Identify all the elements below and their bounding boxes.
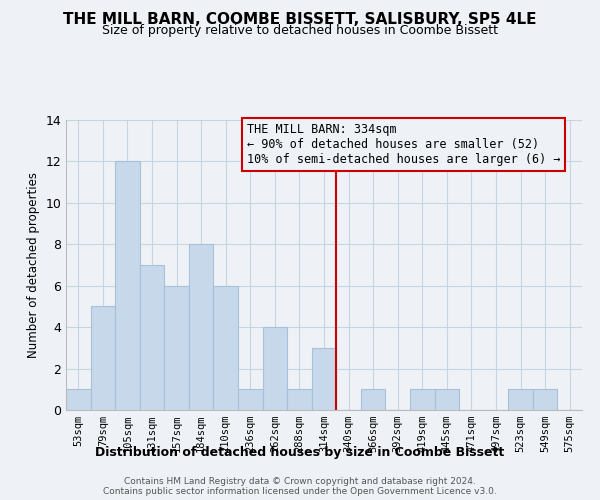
Bar	[66, 390, 91, 410]
Bar	[434, 390, 459, 410]
Bar	[287, 390, 312, 410]
Bar	[115, 162, 140, 410]
Bar	[508, 390, 533, 410]
Bar	[214, 286, 238, 410]
Text: Distribution of detached houses by size in Coombe Bissett: Distribution of detached houses by size …	[95, 446, 505, 459]
Text: THE MILL BARN: 334sqm
← 90% of detached houses are smaller (52)
10% of semi-deta: THE MILL BARN: 334sqm ← 90% of detached …	[247, 123, 560, 166]
Bar	[140, 265, 164, 410]
Bar	[533, 390, 557, 410]
Bar	[263, 327, 287, 410]
Bar	[164, 286, 189, 410]
Bar	[410, 390, 434, 410]
Text: Contains public sector information licensed under the Open Government Licence v3: Contains public sector information licen…	[103, 488, 497, 496]
Bar	[361, 390, 385, 410]
Text: Size of property relative to detached houses in Coombe Bissett: Size of property relative to detached ho…	[102, 24, 498, 37]
Text: Contains HM Land Registry data © Crown copyright and database right 2024.: Contains HM Land Registry data © Crown c…	[124, 476, 476, 486]
Y-axis label: Number of detached properties: Number of detached properties	[27, 172, 40, 358]
Bar	[189, 244, 214, 410]
Bar	[312, 348, 336, 410]
Bar	[91, 306, 115, 410]
Bar	[238, 390, 263, 410]
Text: THE MILL BARN, COOMBE BISSETT, SALISBURY, SP5 4LE: THE MILL BARN, COOMBE BISSETT, SALISBURY…	[63, 12, 537, 28]
